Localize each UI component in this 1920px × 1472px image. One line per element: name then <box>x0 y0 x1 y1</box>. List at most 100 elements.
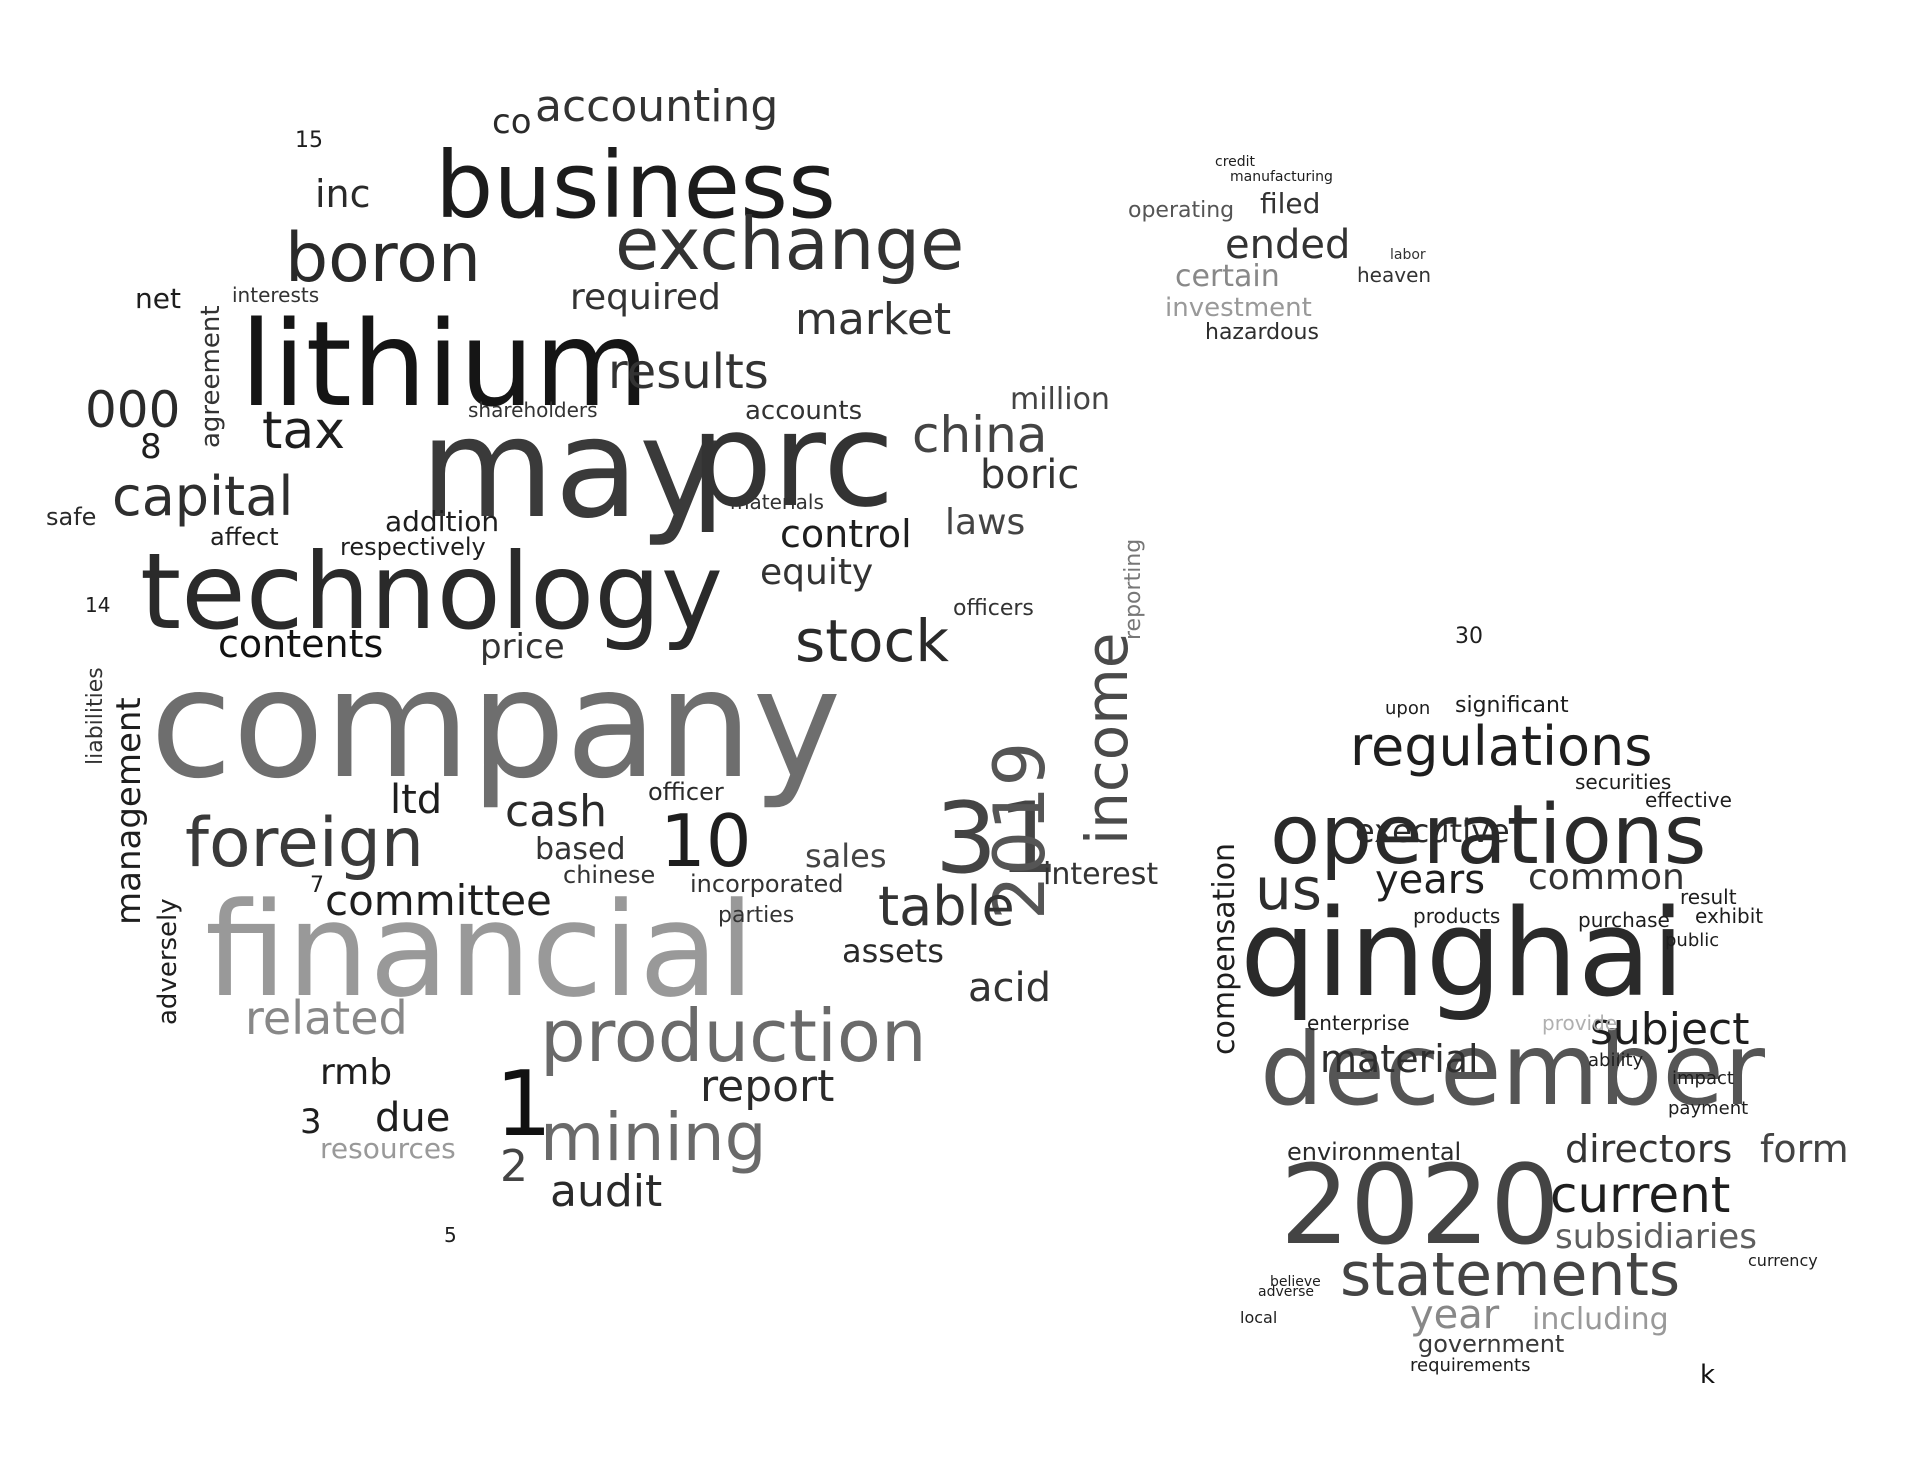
word: adversely <box>153 898 183 1025</box>
word: requirements <box>1410 1355 1531 1376</box>
word: required <box>570 277 721 318</box>
word: adverse <box>1258 1284 1315 1300</box>
word: significant <box>1455 693 1569 718</box>
word: securities <box>1575 770 1672 794</box>
word: due <box>375 1095 451 1141</box>
word: equity <box>760 552 874 593</box>
word: form <box>1760 1127 1849 1171</box>
word: 10 <box>660 799 752 883</box>
word: chinese <box>563 861 656 889</box>
word: mining <box>540 1099 767 1176</box>
word: labor <box>1390 247 1426 263</box>
word: accounting <box>535 81 779 132</box>
word: filed <box>1260 187 1321 220</box>
word: incorporated <box>690 870 844 898</box>
word: result <box>1680 885 1737 909</box>
word: payment <box>1668 1098 1749 1119</box>
word: may <box>420 388 721 549</box>
word: tax <box>262 401 346 461</box>
word: agreement <box>196 305 226 448</box>
word: ability <box>1588 1050 1644 1071</box>
word: results <box>608 344 769 400</box>
word: net <box>135 282 181 315</box>
word: 8 <box>140 427 162 467</box>
word: income <box>1073 632 1141 845</box>
word: rmb <box>320 1052 393 1093</box>
word: public <box>1665 930 1720 951</box>
word: sales <box>805 837 887 875</box>
word: enterprise <box>1307 1011 1410 1035</box>
word: materials <box>730 490 824 514</box>
word: parties <box>718 903 795 928</box>
word: executive <box>1355 812 1510 850</box>
word: statements <box>1340 1240 1681 1310</box>
word: financial <box>205 874 755 1026</box>
word: common <box>1528 857 1685 898</box>
word: currency <box>1748 1251 1818 1270</box>
word: investment <box>1165 293 1312 323</box>
word: boron <box>285 219 481 298</box>
word: believe <box>1270 1274 1321 1290</box>
word: officer <box>648 778 724 806</box>
word: assets <box>842 932 944 970</box>
word: december <box>1260 1011 1766 1128</box>
word: respectively <box>340 533 486 561</box>
word: million <box>1010 382 1110 417</box>
word: certain <box>1175 259 1280 294</box>
word: manufacturing <box>1230 169 1333 185</box>
word: prc <box>690 384 895 536</box>
word: related <box>245 991 408 1045</box>
word: market <box>795 294 952 345</box>
word: business <box>435 132 836 239</box>
word: resources <box>320 1132 456 1165</box>
word: company <box>150 638 842 812</box>
word: ltd <box>390 777 443 823</box>
word: subject <box>1590 1004 1750 1055</box>
word: technology <box>140 531 724 653</box>
word: capital <box>112 465 294 528</box>
word: compensation <box>1207 842 1242 1055</box>
word: liabilities <box>83 667 108 765</box>
word: production <box>540 994 927 1078</box>
word: 15 <box>295 128 323 153</box>
word: 000 <box>85 381 181 439</box>
word: safe <box>46 503 97 531</box>
word: stock <box>795 607 949 675</box>
word: officers <box>953 596 1034 621</box>
word: including <box>1532 1302 1669 1337</box>
word: addition <box>385 505 500 538</box>
word: effective <box>1645 788 1732 812</box>
word: provide <box>1542 1011 1618 1035</box>
word: reporting <box>1121 538 1146 640</box>
word: operating <box>1128 198 1235 223</box>
word: impact <box>1672 1068 1734 1089</box>
word: based <box>535 832 626 867</box>
word: exchange <box>615 202 965 286</box>
word: foreign <box>185 804 424 883</box>
word: ended <box>1225 222 1351 268</box>
word: hazardous <box>1205 320 1319 345</box>
word: co <box>492 102 532 142</box>
word: us <box>1255 855 1322 923</box>
word: boric <box>980 452 1080 498</box>
word: upon <box>1385 698 1431 719</box>
word: acid <box>968 965 1052 1011</box>
word: environmental <box>1287 1138 1462 1166</box>
word: operations <box>1270 788 1707 883</box>
word: control <box>780 512 912 556</box>
word: credit <box>1215 154 1256 170</box>
word: shareholders <box>468 398 598 422</box>
word: table <box>878 875 1015 938</box>
word: accounts <box>745 396 863 426</box>
word: laws <box>945 502 1026 543</box>
word: affect <box>210 523 279 551</box>
word: years <box>1375 857 1486 903</box>
word: committee <box>325 876 552 925</box>
word: current <box>1550 1166 1731 1224</box>
word: products <box>1413 904 1501 928</box>
word: audit <box>550 1166 663 1217</box>
word: report <box>700 1061 835 1112</box>
word: regulations <box>1350 715 1653 778</box>
word: 14 <box>85 593 111 617</box>
